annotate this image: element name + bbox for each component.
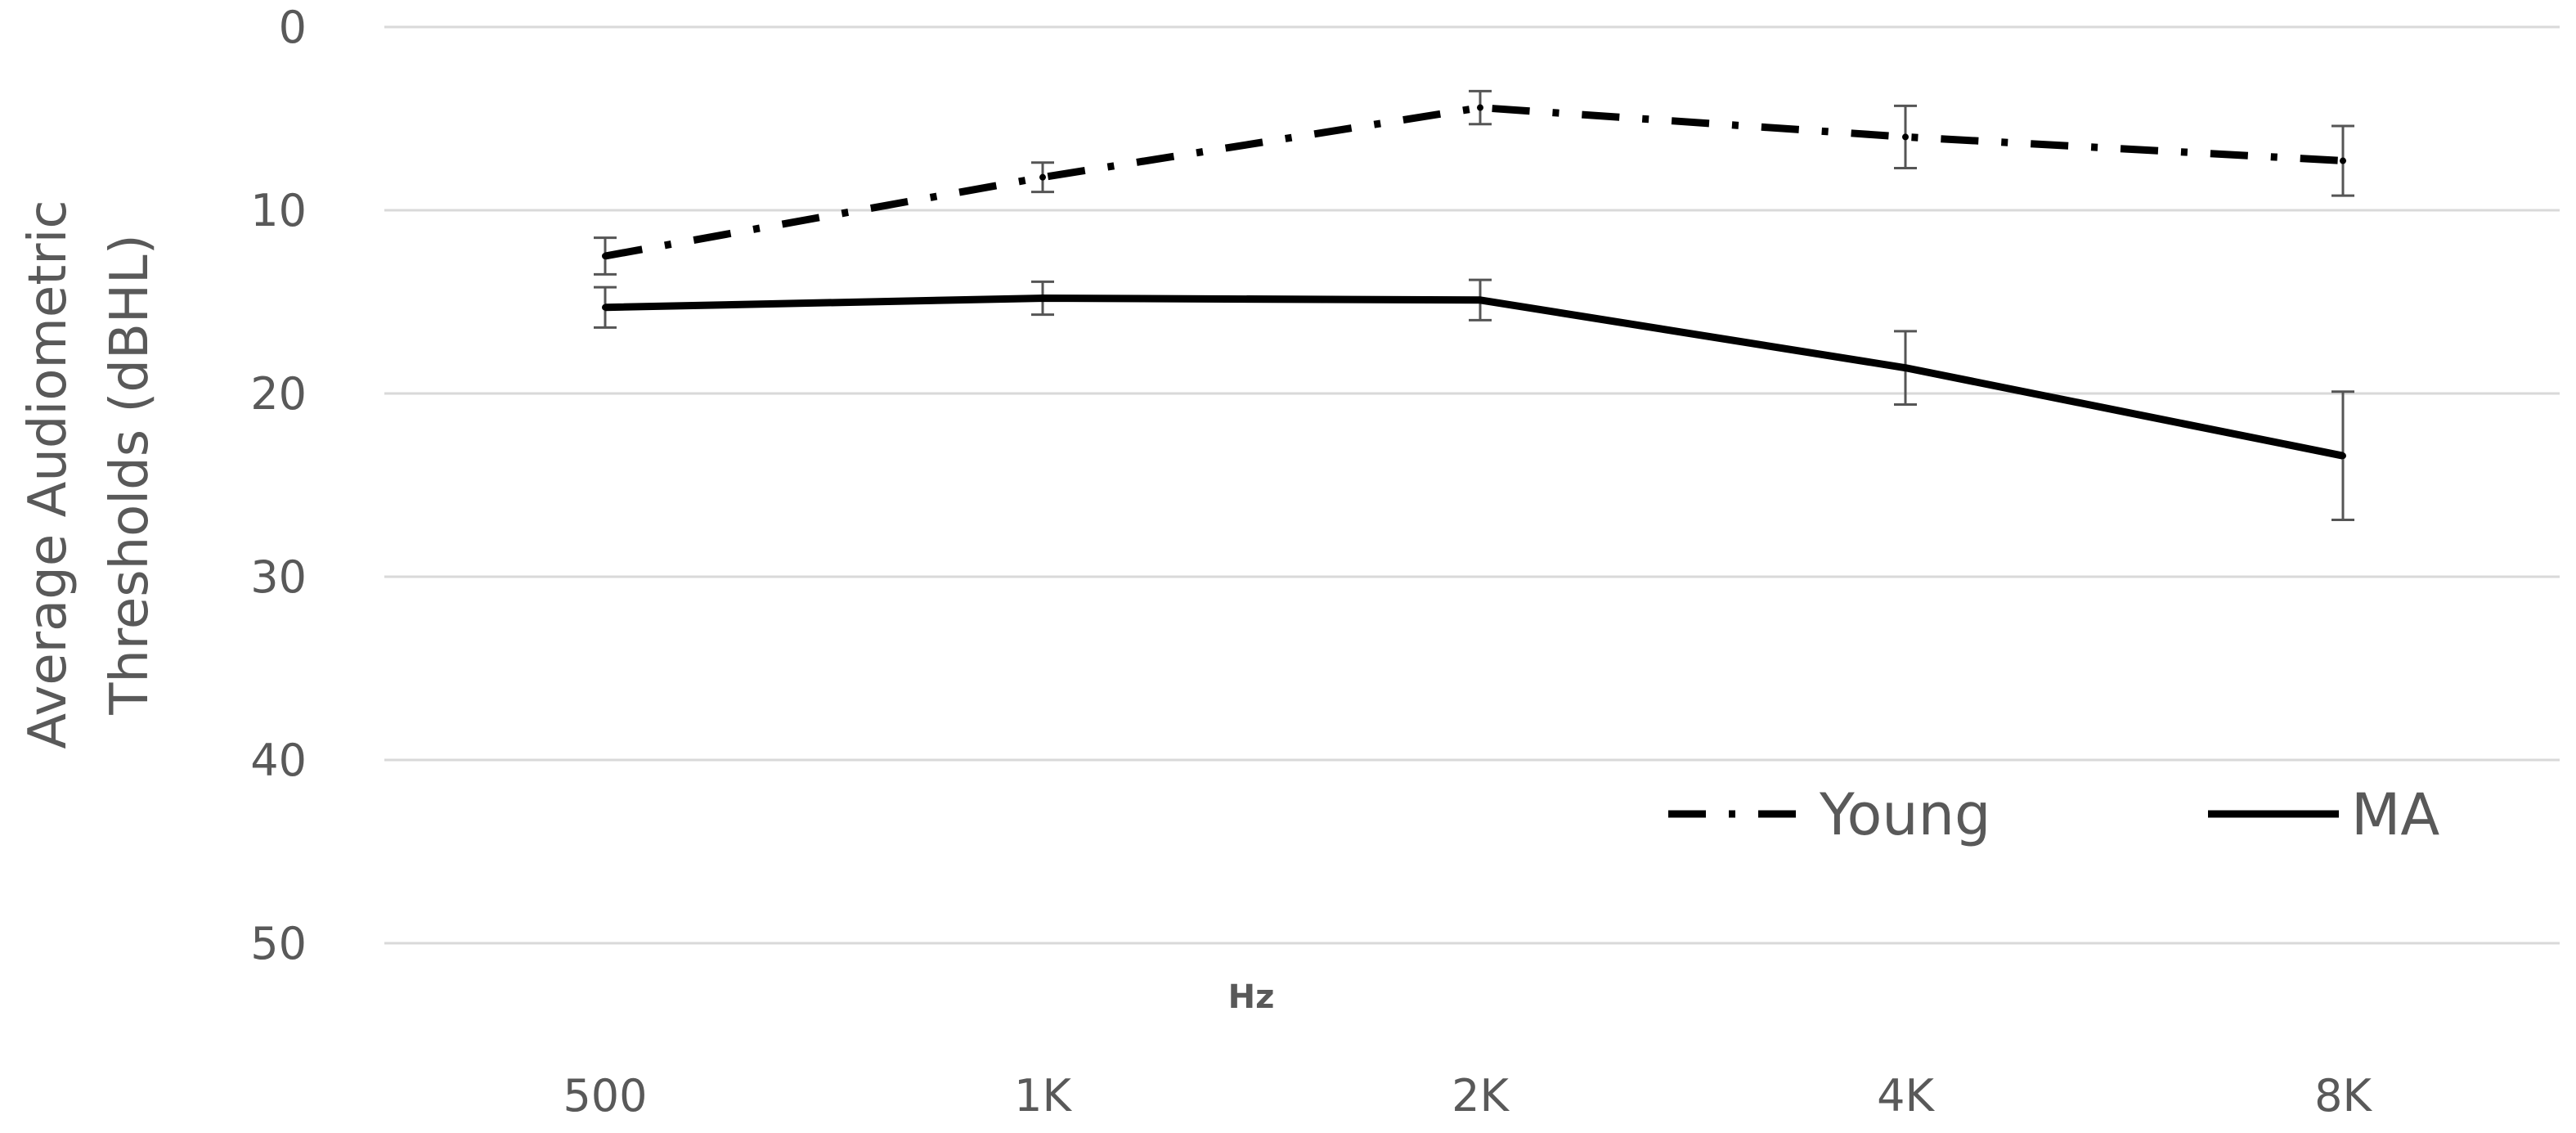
data-point-ma — [602, 303, 608, 311]
x-axis-label: Hz — [1228, 978, 1275, 1016]
data-point-ma — [1039, 294, 1046, 302]
data-point-young — [2340, 157, 2346, 164]
y-axis-ticks: 0 10 20 30 40 50 — [250, 2, 307, 969]
x-tick-label: 8K — [2314, 1070, 2372, 1122]
data-point-young — [1902, 133, 1909, 141]
x-tick-label: 4K — [1877, 1070, 1935, 1122]
data-point-young — [602, 253, 608, 259]
y-tick-label: 30 — [250, 551, 307, 603]
data-point-ma — [2340, 452, 2346, 460]
y-axis-label-line-1: Average Audiometric — [18, 200, 79, 749]
y-tick-label: 20 — [250, 368, 307, 420]
x-tick-label: 1K — [1014, 1070, 1072, 1122]
legend: Young MA — [1668, 781, 2439, 848]
data-point-ma — [1902, 364, 1909, 371]
data-point-young — [1477, 104, 1483, 111]
legend-item-young: Young — [1668, 781, 1990, 848]
series-line-ma — [604, 294, 2344, 460]
y-tick-label: 0 — [279, 2, 307, 53]
legend-label-young: Young — [1819, 781, 1990, 848]
series-lines — [602, 104, 2346, 460]
x-tick-label: 2K — [1452, 1070, 1510, 1122]
y-axis-label: Average Audiometric Thresholds (dBHL) — [18, 200, 160, 749]
series-line-young — [604, 104, 2344, 260]
x-tick-label: 500 — [563, 1070, 647, 1122]
data-point-ma — [1477, 296, 1483, 303]
y-tick-label: 40 — [250, 735, 307, 786]
data-point-young — [1039, 173, 1046, 181]
legend-label-ma: MA — [2351, 781, 2439, 848]
x-axis-ticks: 500 1K 2K 4K 8K — [563, 1070, 2372, 1122]
y-tick-label: 50 — [250, 918, 307, 969]
y-tick-label: 10 — [250, 185, 307, 236]
gridlines — [384, 25, 2560, 945]
y-axis-label-line-2: Thresholds (dBHL) — [100, 234, 160, 715]
legend-item-ma: MA — [2208, 781, 2439, 848]
